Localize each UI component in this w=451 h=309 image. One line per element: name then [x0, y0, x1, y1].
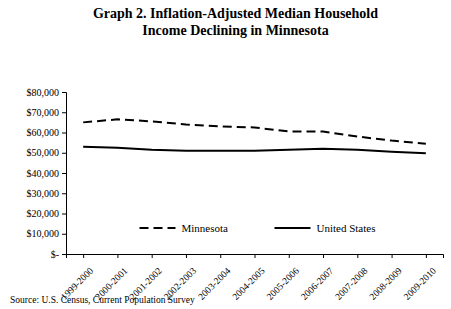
y-tick-label: $10,000: [27, 228, 60, 239]
series-line: [83, 147, 426, 153]
x-axis-line: [67, 255, 444, 259]
x-tick: 2005-2006: [265, 254, 301, 302]
series-line: [83, 119, 426, 143]
y-tick: $50,000: [27, 147, 67, 158]
y-axis: $- $10,000 $20,000 $30,000 $40,000 $50,000 $60…: [27, 87, 67, 260]
x-tick-label: 2004-2005: [231, 265, 267, 301]
y-tick-mark: [62, 254, 66, 255]
chart: Graph 2. Inflation-Adjusted Median House…: [0, 0, 451, 309]
x-tick-mark: [186, 254, 187, 258]
y-tick: $20,000: [27, 208, 67, 219]
x-tick-mark: [117, 254, 118, 258]
x-tick-mark: [323, 254, 324, 258]
x-tick: 2009-2010: [402, 254, 438, 302]
y-tick-mark: [62, 133, 66, 134]
y-tick-label: $20,000: [27, 208, 60, 219]
y-tick-mark: [62, 234, 66, 235]
x-tick: 2004-2005: [231, 254, 267, 302]
legend-swatch: [275, 227, 311, 229]
y-tick-label: $60,000: [27, 127, 60, 138]
y-tick-mark: [62, 92, 66, 93]
y-tick-label: $70,000: [27, 107, 60, 118]
y-tick-mark: [62, 214, 66, 215]
y-tick: $10,000: [27, 228, 67, 239]
legend-label: United States: [317, 222, 376, 234]
title: Graph 2. Inflation-Adjusted Median House…: [93, 6, 378, 38]
x-tick: 2007-2008: [333, 254, 369, 302]
y-tick-mark: [62, 112, 66, 113]
x-tick-mark: [392, 254, 393, 258]
x-tick-mark: [289, 254, 290, 258]
y-tick: $60,000: [27, 127, 67, 138]
y-tick-label: $30,000: [27, 188, 60, 199]
y-tick: $40,000: [27, 168, 67, 179]
x-tick-mark: [83, 254, 84, 258]
x-tick: 2006-2007: [299, 254, 335, 302]
x-tick-mark: [220, 254, 221, 258]
x-tick-mark: [152, 254, 153, 258]
y-tick: $70,000: [27, 107, 67, 118]
y-tick-label: $50,000: [27, 147, 60, 158]
y-tick: $80,000: [27, 87, 67, 98]
y-tick: $-: [51, 249, 66, 260]
x-tick-mark: [357, 254, 358, 258]
y-tick-label: $-: [51, 249, 59, 260]
y-axis-line: [62, 93, 67, 255]
legend-label: Minnesota: [182, 222, 229, 234]
y-tick-label: $80,000: [27, 87, 60, 98]
x-tick: 2003-2004: [196, 254, 232, 302]
x-tick-label: 2007-2008: [333, 265, 369, 301]
x-tick: 2008-2009: [368, 254, 404, 302]
x-tick-label: 2008-2009: [368, 265, 404, 301]
legend-swatch: [140, 227, 176, 229]
legend: Minnesota United States: [140, 222, 376, 234]
source-note: Source: U.S. Census, Current Population …: [10, 295, 195, 305]
y-tick-mark: [62, 193, 66, 194]
plot-area: [83, 119, 426, 153]
x-tick-label: 2009-2010: [402, 265, 438, 301]
y-tick-label: $40,000: [27, 168, 60, 179]
y-tick: $30,000: [27, 188, 67, 199]
x-tick-label: 2005-2006: [265, 265, 301, 301]
y-tick-mark: [62, 173, 66, 174]
x-tick-label: 2006-2007: [299, 265, 335, 301]
x-tick-label: 2003-2004: [196, 265, 232, 301]
x-tick-mark: [426, 254, 427, 258]
y-tick-mark: [62, 153, 66, 154]
x-tick-mark: [255, 254, 256, 258]
